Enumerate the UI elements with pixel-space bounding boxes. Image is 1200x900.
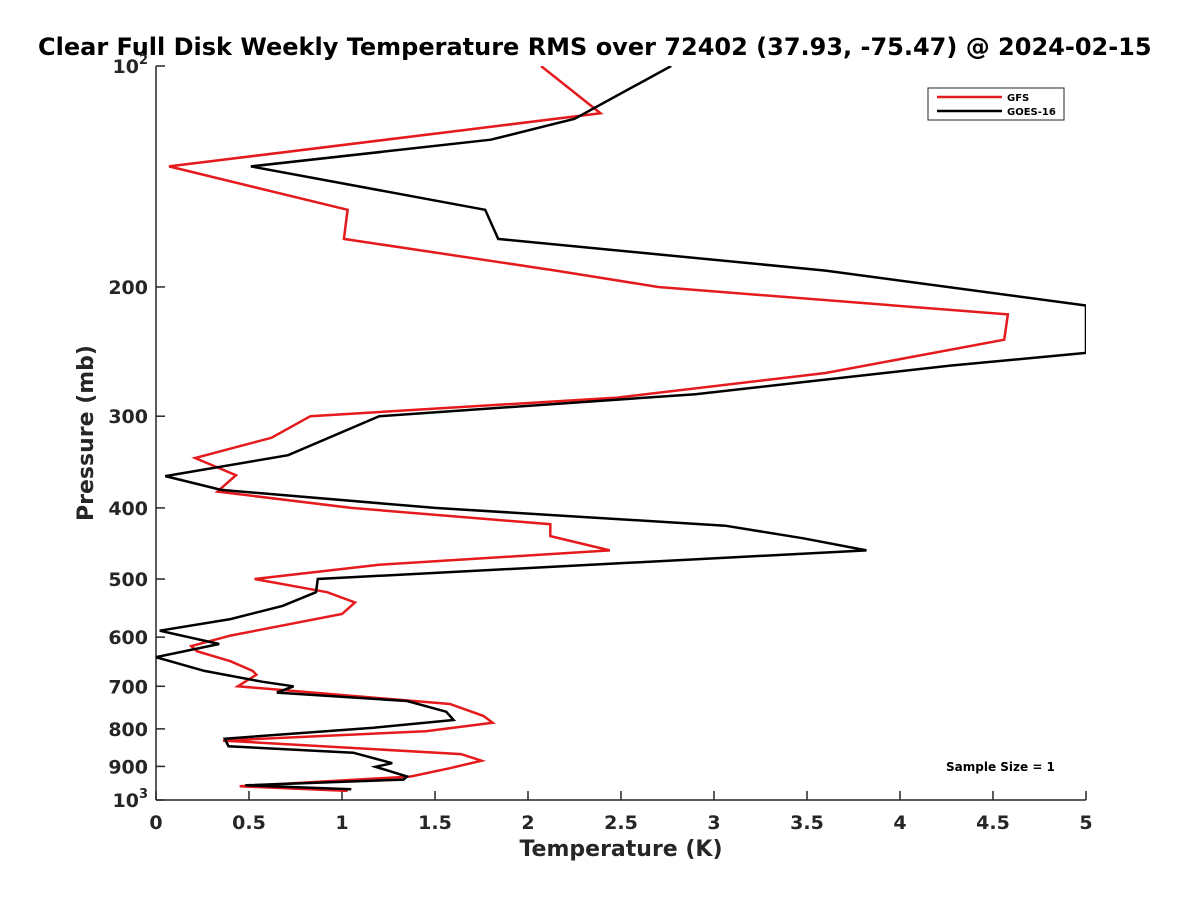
series-goes16-line: [156, 66, 1086, 791]
y-tick-label: 600: [108, 627, 148, 649]
y-tick-exponent: 2: [139, 53, 148, 68]
x-tick-label: 2: [521, 812, 534, 834]
y-tick-label: 900: [108, 756, 148, 778]
legend: GFS GOES-16: [927, 87, 1065, 121]
x-tick-label: 5: [1079, 812, 1092, 834]
x-tick-label: 0: [149, 812, 162, 834]
y-tick-label: 800: [108, 719, 148, 741]
y-axis-label: Pressure (mb): [74, 345, 99, 521]
y-tick-label: 300: [108, 406, 148, 428]
x-tick-label: 3: [707, 812, 720, 834]
y-tick-label: 200: [108, 277, 148, 299]
series-gfs-line: [168, 66, 1010, 793]
legend-box: [927, 87, 1065, 121]
x-ticks: 0 0.5 1 1.5 2 2.5 3 3.5 4 4.5 5: [149, 791, 1093, 834]
y-tick-exponent: 3: [139, 787, 148, 802]
x-tick-label: 0.5: [232, 812, 266, 834]
legend-label-gfs: GFS: [1007, 93, 1029, 104]
x-tick-label: 1: [335, 812, 348, 834]
legend-label-goes16: GOES-16: [1007, 107, 1056, 118]
x-tick-label: 2.5: [604, 812, 638, 834]
series-lines: [156, 66, 1086, 793]
y-tick-label: 700: [108, 676, 148, 698]
x-tick-label: 1.5: [418, 812, 452, 834]
x-tick-label: 4: [893, 812, 906, 834]
x-axis-label: Temperature (K): [519, 837, 722, 862]
sample-size-annotation: Sample Size = 1: [946, 760, 1055, 774]
plot-area: 0 0.5 1 1.5 2 2.5 3 3.5 4 4.5 5 1 0 2 200 300 400 500 600…: [108, 53, 1092, 834]
chart-title: Clear Full Disk Weekly Temperature RMS o…: [38, 33, 1152, 61]
x-tick-label: 3.5: [790, 812, 824, 834]
y-tick-label: 400: [108, 498, 148, 520]
y-tick-label: 500: [108, 569, 148, 591]
x-tick-label: 4.5: [976, 812, 1010, 834]
